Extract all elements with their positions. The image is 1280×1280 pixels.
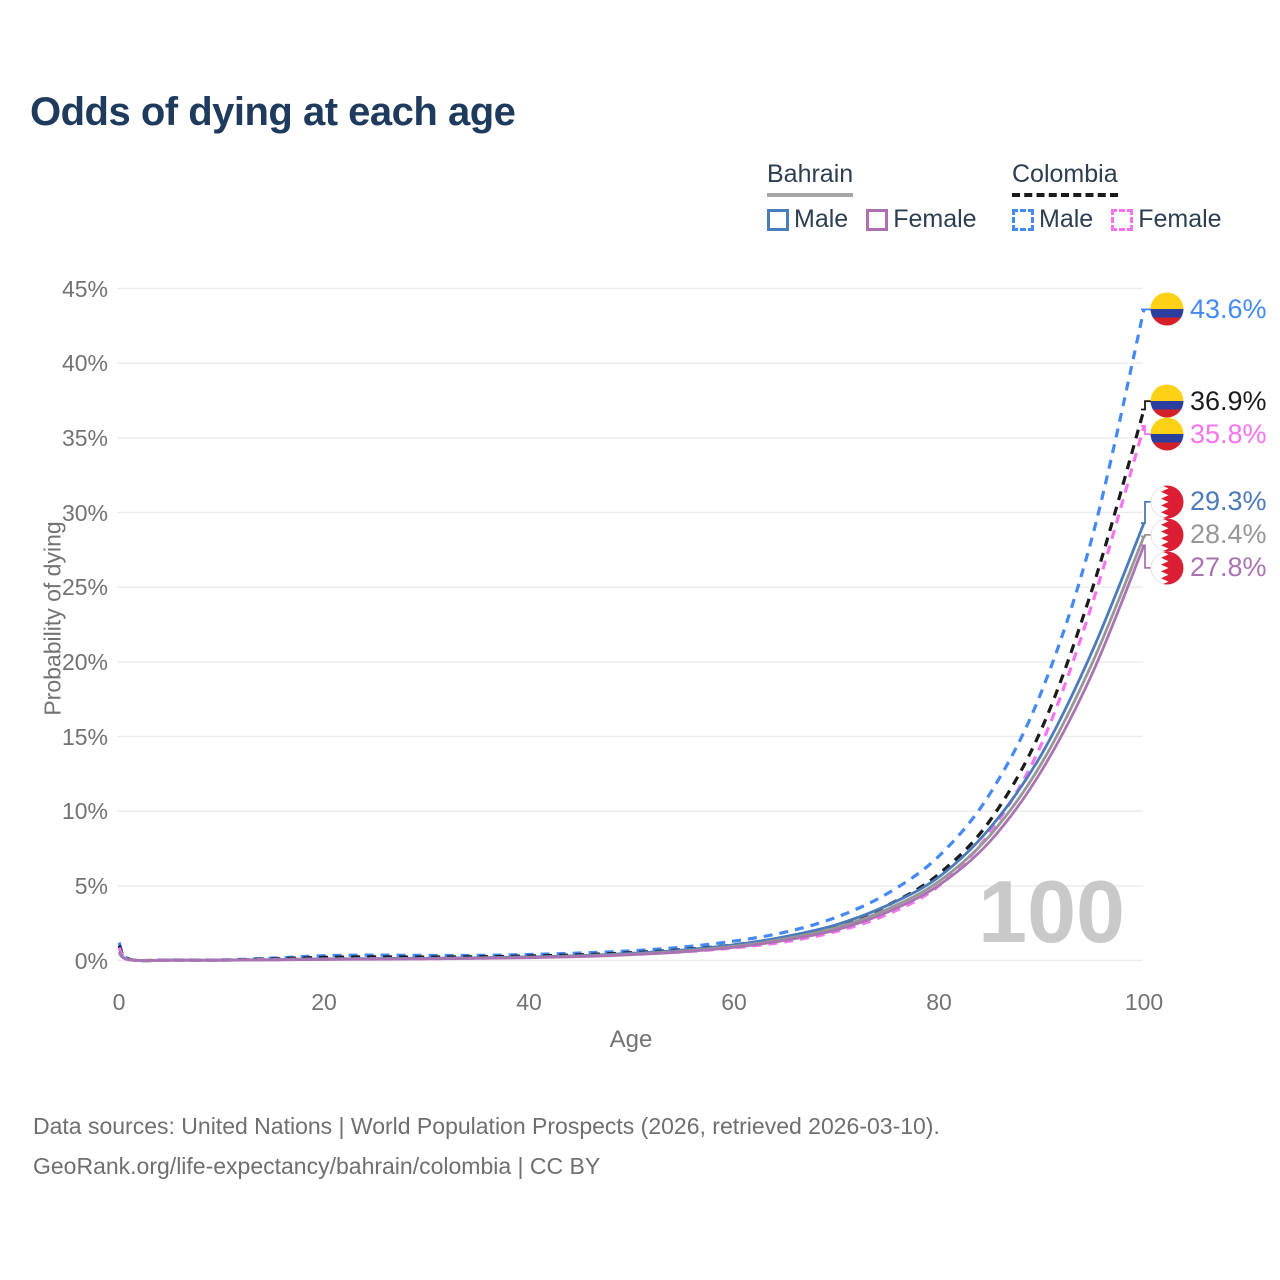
bahrain-flag-icon [1150,551,1184,585]
x-tick-100: 100 [1124,989,1164,1015]
colombia-flag-icon [1150,417,1184,451]
colombia-flag-icon [1150,384,1184,418]
watermark-age-counter: 100 [978,862,1125,961]
x-tick-80: 80 [926,989,952,1015]
legend-group-colombia: Colombia Male Female [1012,160,1222,234]
y-tick-25%: 25% [61,574,108,601]
x-tick-0: 0 [112,989,126,1015]
y-axis-title: Probability of dying [39,521,66,716]
x-tick-40: 40 [516,989,542,1015]
bahrain-female-swatch-icon [866,208,889,231]
y-tick-30%: 30% [61,499,108,526]
y-tick-5%: 5% [74,872,108,899]
page-title: Odds of dying at each age [30,90,516,134]
bahrain-male-swatch-icon [767,208,789,231]
legend-item-bahrain-male[interactable]: Male [767,205,848,234]
end-label-value: 35.8% [1190,418,1267,449]
legend-label: Male [794,205,849,233]
legend-item-colombia-female[interactable]: Female [1111,205,1222,234]
bahrain-flag-icon [1150,518,1184,552]
end-label-bahrain-male: 29.3% [1150,484,1267,520]
end-label-colombia-female: 35.8% [1150,416,1267,452]
y-tick-45%: 45% [61,275,108,302]
legend-header-bahrain: Bahrain [767,160,854,197]
legend-group-bahrain: Bahrain Male Female [767,160,977,234]
y-tick-20%: 20% [61,648,108,675]
colombia-male-swatch-icon [1012,208,1034,231]
end-label-colombia-male: 43.6% [1150,291,1267,327]
y-tick-40%: 40% [61,350,108,377]
legend-item-colombia-male[interactable]: Male [1012,205,1093,234]
data-source-footer: Data sources: United Nations | World Pop… [33,1106,940,1186]
end-label-value: 43.6% [1190,293,1267,324]
y-tick-10%: 10% [61,798,108,825]
y-tick-35%: 35% [61,424,108,451]
legend-header-colombia: Colombia [1012,160,1118,197]
footer-source-line-1: Data sources: United Nations | World Pop… [33,1113,940,1139]
legend-label: Male [1039,205,1094,233]
end-label-value: 36.9% [1190,385,1267,416]
bahrain-flag-icon [1150,485,1184,519]
legend-item-bahrain-female[interactable]: Female [866,205,977,234]
x-tick-20: 20 [311,989,337,1015]
legend-label: Female [893,205,977,233]
colombia-female-swatch-icon [1111,208,1134,231]
legend-label: Female [1138,205,1222,233]
y-tick-15%: 15% [61,723,108,750]
y-tick-0%: 0% [74,947,108,974]
x-tick-60: 60 [721,989,747,1015]
end-label-bahrain-female: 27.8% [1150,550,1267,586]
end-label-value: 29.3% [1190,486,1267,517]
x-axis-title: Age [609,1026,653,1053]
end-label-colombia-total: 36.9% [1150,383,1267,419]
end-label-bahrain-total: 28.4% [1150,517,1267,553]
footer-source-line-2: GeoRank.org/life-expectancy/bahrain/colo… [33,1153,601,1179]
end-label-value: 27.8% [1190,552,1267,583]
end-label-value: 28.4% [1190,519,1267,550]
colombia-flag-icon [1150,292,1184,326]
